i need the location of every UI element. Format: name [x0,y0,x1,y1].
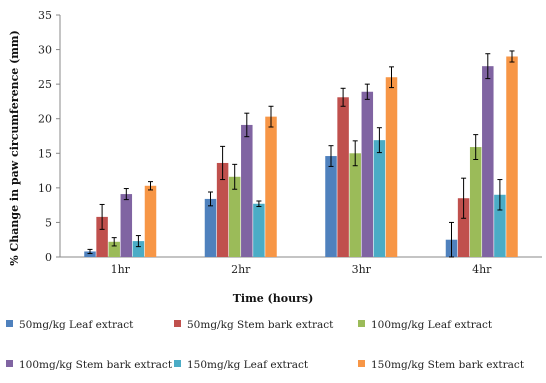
legend-label: 100mg/kg Stem bark extract [19,359,173,371]
x-tick-label: 1hr [111,263,131,276]
bar [253,203,265,257]
plot-area: 0 5 10 15 20 25 30 35 1hr 2hr 3hr 4hr [38,9,542,276]
x-axis-title: Time (hours) [233,292,314,305]
bar [144,185,157,257]
legend-label: 150mg/kg Stem bark extract [371,359,525,371]
y-tick-label: 10 [38,182,52,195]
legend-swatch [358,360,365,367]
bar [457,198,470,257]
x-tick-label: 4hr [472,263,492,276]
bar [361,91,374,258]
y-tick-label: 35 [38,9,52,22]
bar [494,194,506,257]
bar [204,198,217,257]
y-tick-label: 25 [38,78,52,91]
legend-swatch [358,320,365,327]
bar [132,241,145,257]
legend-label: 150mg/kg Leaf extract [187,359,309,371]
y-axis-title: % Change in paw circumference (mm) [8,30,21,266]
y-tick-label: 30 [38,44,52,57]
x-tick-label: 2hr [231,263,251,276]
bar [120,194,133,257]
legend: 50mg/kg Leaf extract 50mg/kg Stem bark ex… [6,319,525,371]
legend-swatch [174,320,181,327]
legend-swatch [6,360,13,367]
bar [349,153,361,257]
bar [241,124,253,258]
bar [482,66,494,257]
bar [84,251,96,257]
bar [385,77,398,257]
y-tick-label: 20 [38,113,52,126]
legend-swatch [174,360,181,367]
bar [469,147,482,257]
legend-label: 100mg/kg Leaf extract [371,319,493,331]
bar [325,156,337,257]
y-tick-label: 5 [45,216,52,229]
bar [96,216,108,257]
bar [337,97,349,257]
bar [265,116,277,257]
legend-label: 50mg/kg Leaf extract [19,319,134,331]
bar [506,56,518,257]
bar [228,176,241,257]
bar [108,241,120,257]
bar [373,140,386,257]
y-tick-label: 15 [38,147,52,160]
legend-swatch [6,320,13,327]
legend-label: 50mg/kg Stem bark extract [187,319,334,331]
x-tick-label: 3hr [352,263,372,276]
y-tick-label: 0 [45,251,52,264]
bar [216,162,229,257]
